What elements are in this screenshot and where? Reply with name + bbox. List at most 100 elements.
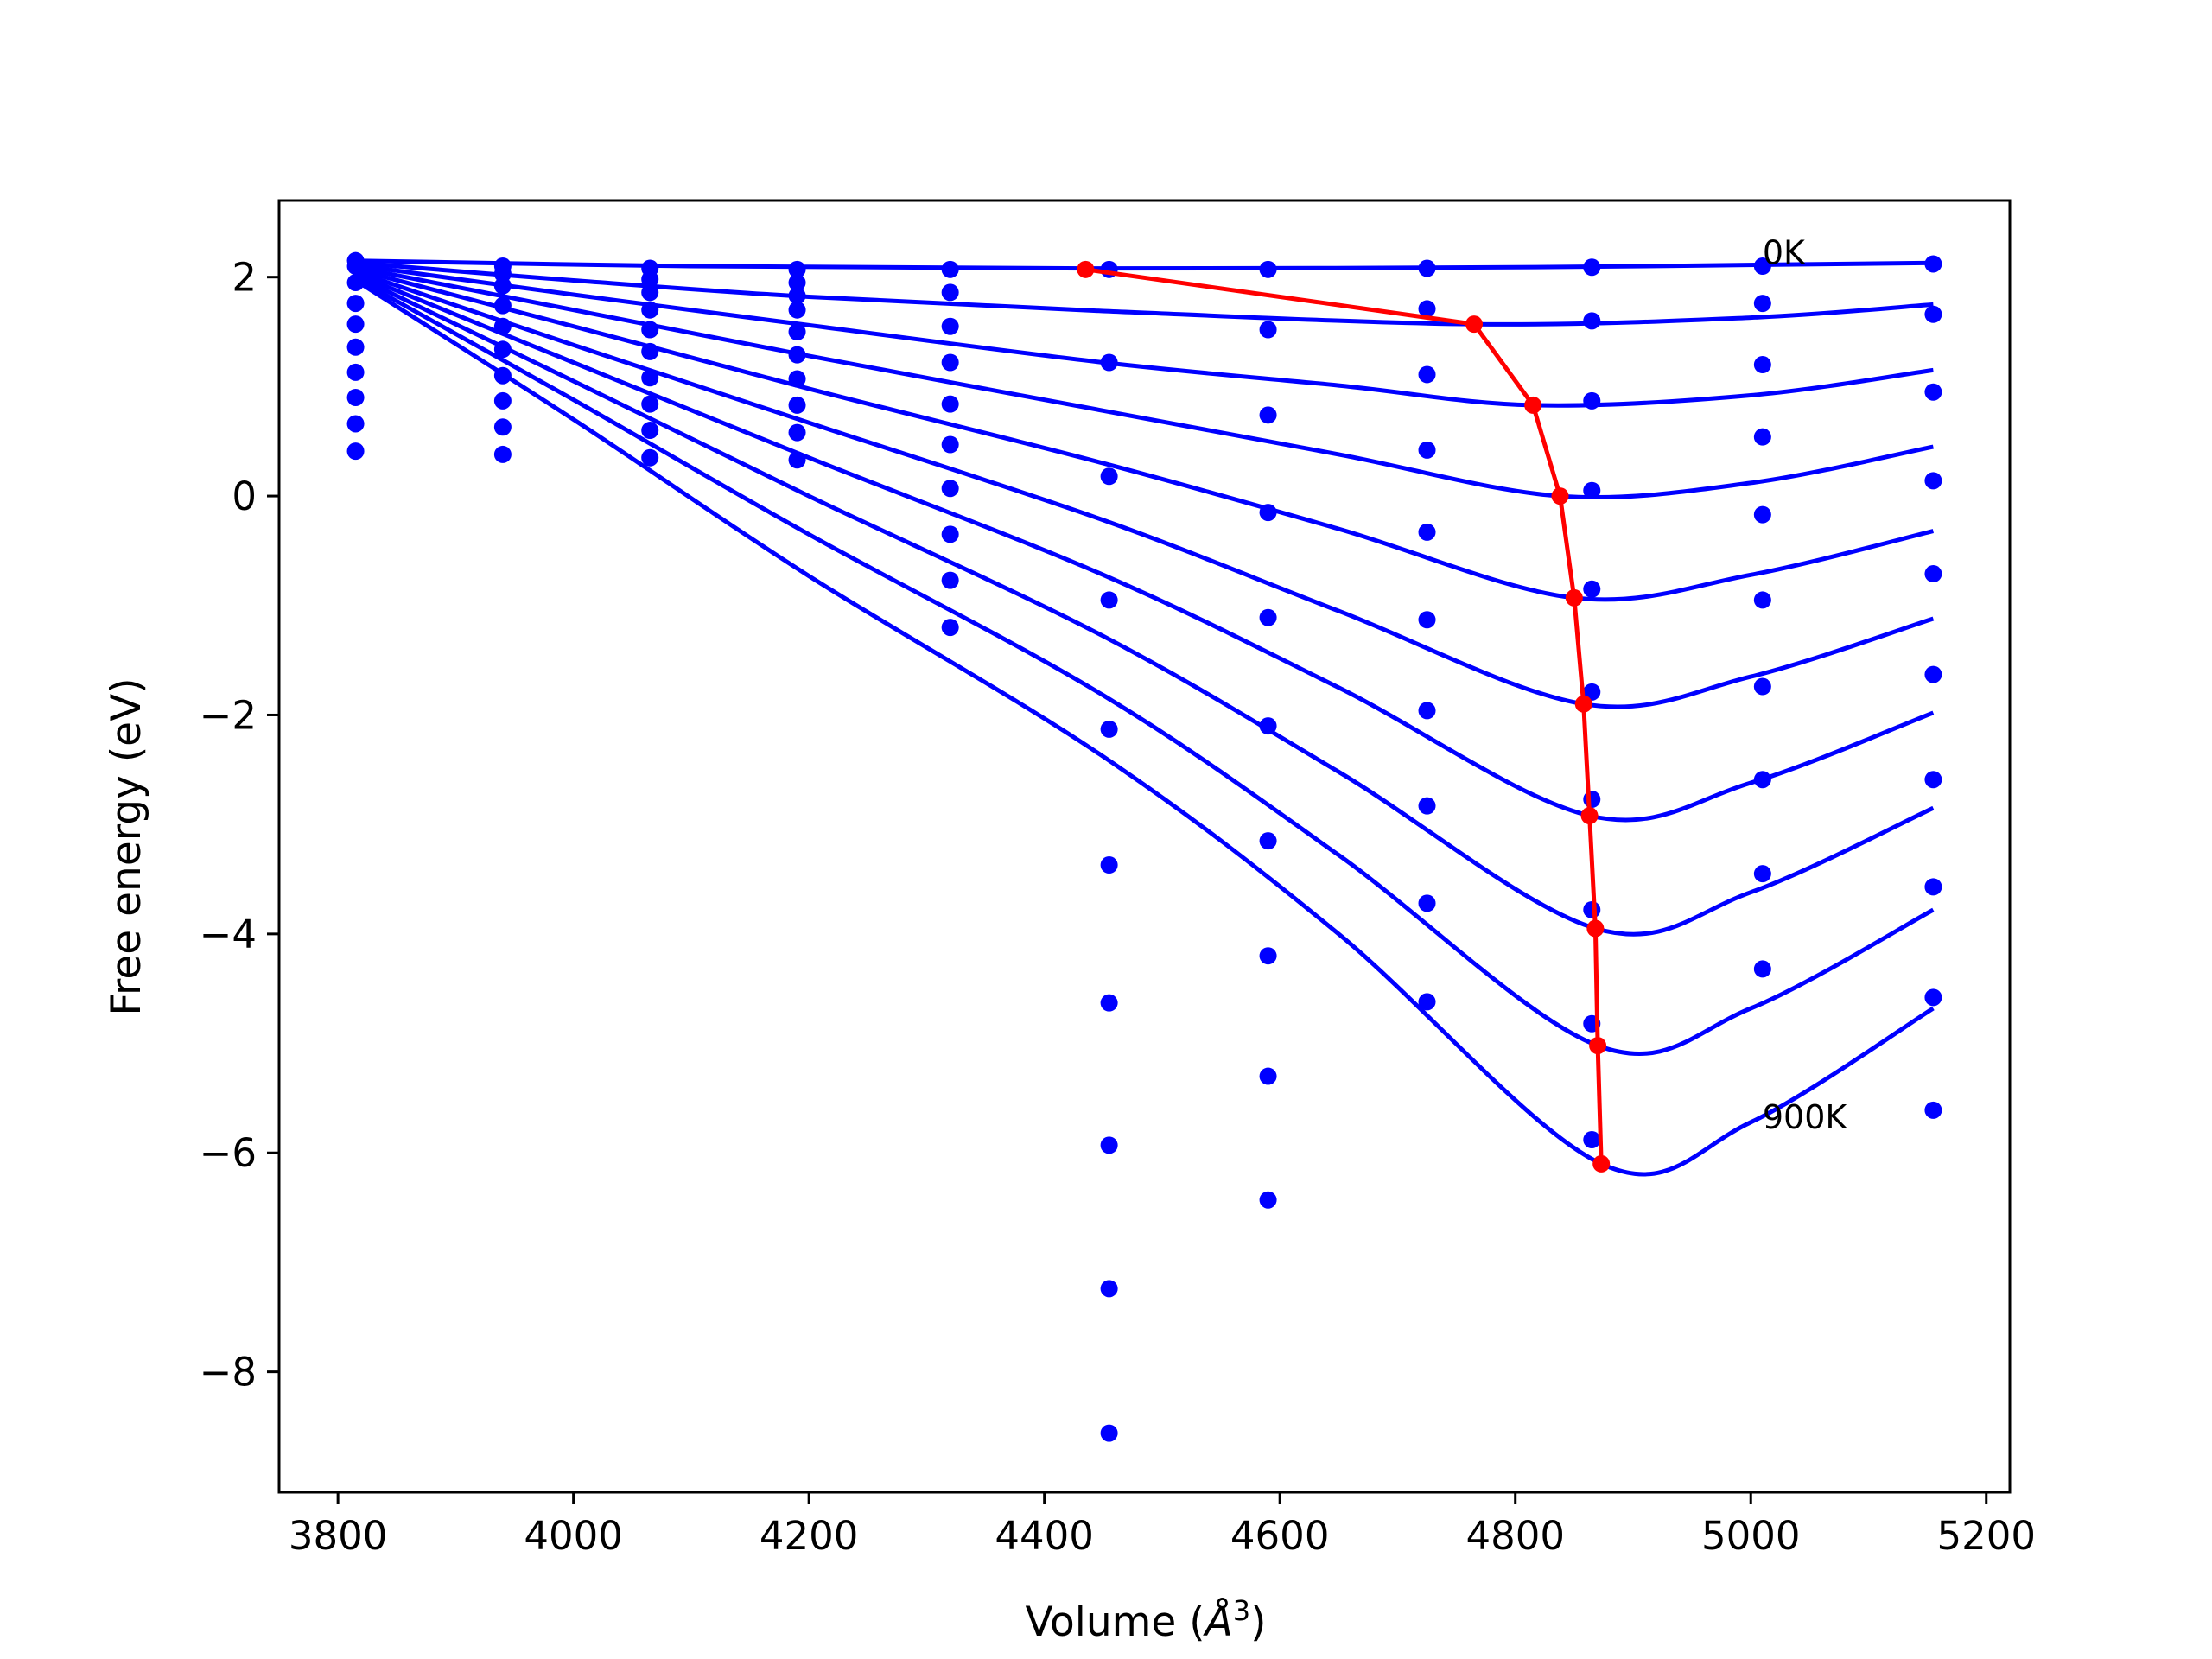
fit-curve-6 [354,271,1935,823]
data-point [1418,441,1436,459]
data-point [1418,702,1436,720]
data-point [493,296,512,315]
fit-curve-1 [355,260,1934,327]
y-axis: 2 0 −2 −4 −6 −8 [200,255,279,1395]
data-point [346,338,365,356]
data-point [1100,467,1118,486]
x-tick-label: 3800 [289,1513,388,1559]
data-point [1100,856,1118,874]
data-point [1418,611,1436,629]
data-point [1924,1101,1942,1119]
fit-curve-2 [355,263,1934,408]
fit-curve-9 [354,278,1935,1177]
data-point [1259,1067,1277,1085]
data-point [941,435,959,454]
y-tick-label: −8 [200,1350,257,1395]
minimum-point [1589,1037,1607,1055]
x-tick-label: 4000 [524,1513,623,1559]
data-point [1418,797,1436,815]
x-axis-label-main: Volume ( [1026,1599,1205,1646]
data-point [1753,865,1771,883]
data-point [788,274,806,292]
x-tick-label: 4600 [1230,1513,1330,1559]
data-point [941,480,959,498]
data-point [641,270,659,289]
data-point [1753,295,1771,313]
minimum-point [1551,487,1569,505]
data-point [1100,994,1118,1012]
data-point [1418,300,1436,318]
data-points [346,251,1942,1442]
data-point [346,315,365,334]
data-point [346,363,365,381]
fit-curve-3 [355,264,1934,500]
fit-curve-8 [354,276,1935,1056]
data-point [1418,259,1436,277]
y-tick-label: −6 [200,1130,257,1176]
data-point [941,353,959,372]
minimum-point [1077,260,1095,278]
data-point [1924,472,1942,490]
data-point [641,283,659,302]
data-point [1753,677,1771,696]
data-point [1583,312,1601,330]
data-point [788,396,806,414]
y-tick-label: −4 [200,912,257,957]
minimum-point [1574,695,1592,713]
data-point [788,323,806,341]
data-point [1418,523,1436,541]
data-point [941,317,959,335]
data-point [641,301,659,319]
data-point [788,301,806,319]
data-point [1259,406,1277,424]
data-point [941,619,959,637]
fit-curve-0 [355,258,1934,271]
minimum-point [1524,396,1542,414]
data-point [941,525,959,543]
data-point [1259,608,1277,626]
data-point [1418,993,1436,1011]
y-axis-label: Free energy (eV) [103,677,150,1015]
x-axis-label-close: ) [1250,1599,1266,1646]
data-point [1259,1191,1277,1209]
data-point [1924,565,1942,583]
data-point [1583,481,1601,499]
data-point [1259,717,1277,735]
data-point [346,295,365,313]
data-point [1418,365,1436,384]
data-point [1100,591,1118,609]
annotations: 0K 900K [1763,233,1848,1136]
data-point [1583,900,1601,918]
data-point [1924,255,1942,273]
data-point [1100,1280,1118,1298]
data-point [1259,504,1277,522]
data-point [641,369,659,387]
data-point [1753,960,1771,978]
fit-curve-5 [354,270,1935,709]
data-point [1924,771,1942,789]
minimum-path [1077,260,1611,1173]
x-tick-label: 4400 [995,1513,1094,1559]
data-point [1583,1131,1601,1149]
minimum-point [1465,315,1484,334]
y-tick-label: −2 [200,692,257,738]
data-point [788,423,806,442]
data-point [1259,260,1277,278]
data-point [1753,428,1771,446]
data-point [493,276,512,295]
minimum-path-line [1085,267,1604,1164]
data-point [1753,591,1771,609]
data-point [941,571,959,589]
data-point [1753,257,1771,276]
y-tick-label: 0 [232,474,257,519]
data-point [493,418,512,436]
x-tick-label: 5000 [1701,1513,1801,1559]
fit-curve-7 [354,274,1935,937]
data-point [941,395,959,413]
data-point [1924,305,1942,323]
data-point [1259,947,1277,965]
x-tick-label: 4200 [760,1513,859,1559]
x-axis-label: Volume (Å3) [1026,1594,1267,1646]
data-point [1100,1136,1118,1154]
